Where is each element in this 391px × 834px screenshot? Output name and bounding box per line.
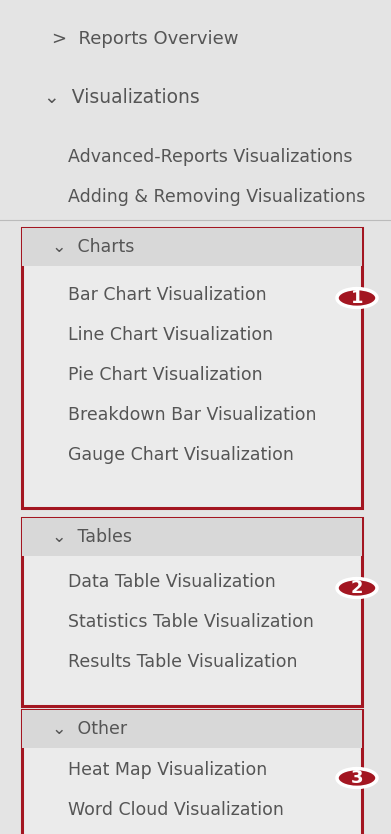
Ellipse shape [337,769,377,787]
Bar [22,518,362,556]
Bar [22,710,362,748]
Text: ⌄  Visualizations: ⌄ Visualizations [44,88,200,107]
Text: Advanced-Reports Visualizations: Advanced-Reports Visualizations [68,148,353,166]
Text: Bar Chart Visualization: Bar Chart Visualization [68,286,267,304]
Text: Statistics Table Visualization: Statistics Table Visualization [68,613,314,631]
Text: Word Cloud Visualization: Word Cloud Visualization [68,801,284,819]
Text: 2: 2 [351,579,363,597]
Text: 1: 1 [351,289,363,307]
Bar [22,710,362,834]
Text: ⌄  Charts: ⌄ Charts [52,238,135,256]
Text: ⌄  Other: ⌄ Other [52,720,127,738]
Text: Data Table Visualization: Data Table Visualization [68,573,276,591]
Bar [22,228,362,266]
Text: >  Reports Overview: > Reports Overview [52,30,239,48]
Text: Breakdown Bar Visualization: Breakdown Bar Visualization [68,406,316,424]
Bar [22,518,362,706]
Text: Adding & Removing Visualizations: Adding & Removing Visualizations [68,188,365,206]
Text: Line Chart Visualization: Line Chart Visualization [68,326,273,344]
Text: Pie Chart Visualization: Pie Chart Visualization [68,366,263,384]
Text: ⌄  Tables: ⌄ Tables [52,528,132,546]
Ellipse shape [337,579,377,597]
Text: Results Table Visualization: Results Table Visualization [68,653,298,671]
Text: 3: 3 [351,769,363,787]
Bar [22,228,362,508]
Text: Gauge Chart Visualization: Gauge Chart Visualization [68,446,294,464]
Ellipse shape [337,289,377,308]
Text: Heat Map Visualization: Heat Map Visualization [68,761,267,779]
